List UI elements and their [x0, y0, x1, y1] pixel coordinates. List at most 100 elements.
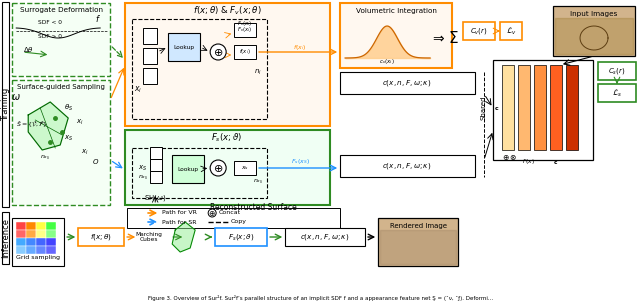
Text: $n_i$: $n_i$	[254, 67, 262, 77]
Bar	[16, 238, 26, 246]
Bar	[78, 228, 124, 246]
Text: $\omega$: $\omega$	[12, 92, 21, 102]
Bar	[340, 3, 452, 68]
Circle shape	[208, 209, 216, 217]
Text: Lookup: Lookup	[178, 167, 199, 171]
Bar	[172, 155, 204, 183]
Text: Concat: Concat	[218, 210, 240, 216]
Circle shape	[210, 44, 226, 60]
Text: $\mathcal{L}_s$: $\mathcal{L}_s$	[612, 87, 622, 99]
Bar	[285, 228, 365, 246]
Text: Training: Training	[1, 87, 10, 120]
Text: $\theta_S$: $\theta_S$	[63, 103, 73, 113]
Text: $\oplus$: $\oplus$	[213, 46, 223, 58]
Bar	[125, 3, 330, 126]
Text: $n_{x_S}$: $n_{x_S}$	[253, 178, 263, 186]
Bar	[46, 238, 56, 246]
Text: $x_i$: $x_i$	[134, 85, 142, 95]
Bar	[12, 80, 110, 205]
Text: $f(x_i)$: $f(x_i)$	[239, 48, 251, 56]
Polygon shape	[172, 222, 195, 252]
Bar	[46, 230, 56, 238]
Bar	[534, 65, 546, 150]
Bar	[553, 6, 635, 56]
Text: Rendered Image: Rendered Image	[390, 223, 447, 229]
Bar	[125, 130, 330, 205]
Text: $n_{x_S}$: $n_{x_S}$	[40, 154, 51, 162]
Bar	[463, 22, 495, 40]
Text: Marching
Cubes: Marching Cubes	[136, 231, 163, 242]
Bar	[36, 230, 46, 238]
Text: Grid sampling: Grid sampling	[16, 256, 60, 260]
Text: $C_s(r)$: $C_s(r)$	[608, 66, 626, 76]
Bar	[127, 208, 340, 228]
Bar	[16, 246, 26, 254]
Bar	[16, 222, 26, 230]
Text: Shared: Shared	[480, 96, 486, 120]
Bar	[566, 65, 578, 150]
Text: $c_v(x_i)$: $c_v(x_i)$	[380, 58, 395, 66]
Text: $\hat{S} = \{\hat{\mathcal{V}}, \hat{\mathcal{F}}\}$: $\hat{S} = \{\hat{\mathcal{V}}, \hat{\ma…	[16, 120, 48, 130]
Text: $n_{x_S}$: $n_{x_S}$	[138, 174, 148, 182]
Bar	[2, 2, 9, 207]
Text: $f(x;\theta)$: $f(x;\theta)$	[90, 232, 112, 242]
Text: $F_v(x_i)$: $F_v(x_i)$	[237, 26, 253, 34]
Text: $F_v(x_i)$: $F_v(x_i)$	[237, 19, 253, 27]
Text: Path for SR: Path for SR	[162, 220, 196, 224]
Bar	[132, 148, 267, 198]
Bar	[46, 222, 56, 230]
Bar	[143, 28, 157, 44]
Bar	[215, 228, 267, 246]
Text: Inference: Inference	[1, 218, 10, 258]
Bar	[150, 171, 162, 183]
Bar	[493, 60, 593, 160]
Text: Copy: Copy	[230, 220, 246, 224]
Text: $x_i$: $x_i$	[76, 117, 84, 127]
Text: Figure 3. Overview of Sur²f. Sur²f’s parallel structure of an implicit SDF f and: Figure 3. Overview of Sur²f. Sur²f’s par…	[148, 295, 493, 301]
Text: $F(x)$: $F(x)$	[522, 157, 534, 167]
Bar	[143, 68, 157, 84]
Bar	[150, 159, 162, 171]
Text: Surrogate Deformation: Surrogate Deformation	[20, 7, 102, 13]
Text: $\Sigma$: $\Sigma$	[448, 30, 458, 46]
Text: $\Delta\theta$: $\Delta\theta$	[23, 45, 34, 55]
Bar	[168, 33, 200, 61]
Text: $\mathbf{c}$: $\mathbf{c}$	[554, 159, 559, 166]
Bar	[598, 62, 636, 80]
Text: Reconstructed Surface: Reconstructed Surface	[210, 203, 296, 213]
Bar	[550, 65, 562, 150]
Circle shape	[210, 160, 226, 176]
Bar	[36, 238, 46, 246]
Text: $\mathbf{c}$: $\mathbf{c}$	[495, 105, 500, 112]
Text: Input Images: Input Images	[570, 11, 618, 17]
Text: Path for VR: Path for VR	[162, 210, 197, 216]
Text: $f(x;\theta)$ & $F_v(x;\theta)$: $f(x;\theta)$ & $F_v(x;\theta)$	[193, 5, 262, 17]
Text: $\oplus$: $\oplus$	[208, 209, 216, 217]
Bar	[518, 65, 530, 150]
Text: $x_s$: $x_s$	[241, 164, 249, 172]
Bar	[502, 65, 514, 150]
Bar	[26, 222, 36, 230]
Text: Surface-guided Sampling: Surface-guided Sampling	[17, 84, 105, 90]
Text: $\mathcal{L}_v$: $\mathcal{L}_v$	[506, 25, 516, 37]
Text: $C_v(r)$: $C_v(r)$	[470, 26, 488, 36]
Bar	[12, 3, 110, 76]
Bar	[26, 230, 36, 238]
Bar	[36, 222, 46, 230]
Text: SH($\omega$): SH($\omega$)	[144, 193, 166, 203]
Bar	[598, 84, 636, 102]
Text: $c(x, n, F, \omega;\kappa)$: $c(x, n, F, \omega;\kappa)$	[382, 78, 432, 88]
Bar	[150, 147, 162, 159]
Bar	[132, 19, 267, 119]
Bar	[500, 22, 522, 40]
Text: $f$: $f$	[95, 13, 101, 23]
Bar	[26, 246, 36, 254]
Text: SDF < 0: SDF < 0	[38, 20, 62, 24]
Text: $\oplus\otimes$: $\oplus\otimes$	[502, 153, 518, 163]
Text: $\Rightarrow$: $\Rightarrow$	[430, 31, 446, 45]
Bar	[378, 218, 458, 266]
Text: $\oplus$: $\oplus$	[213, 163, 223, 174]
Bar	[16, 230, 26, 238]
Bar	[234, 161, 256, 175]
Bar	[234, 23, 256, 37]
